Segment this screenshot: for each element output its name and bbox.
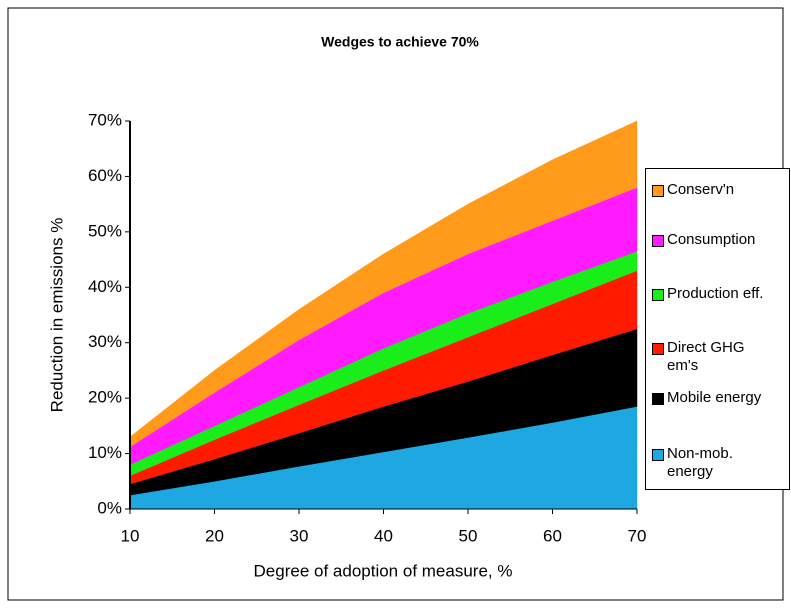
x-tick-label: 40 xyxy=(374,526,393,545)
y-axis-label: Reduction in emissions % xyxy=(47,218,66,413)
legend-item: Non-mob. energy xyxy=(652,445,791,481)
legend-item: Production eff. xyxy=(652,285,791,303)
legend-item: Consumption xyxy=(652,231,791,249)
y-tick-label: 50% xyxy=(88,221,122,240)
legend-label: Direct GHG em's xyxy=(667,339,745,374)
y-tick-label: 0% xyxy=(97,498,122,517)
legend-label: Consumption xyxy=(667,231,756,248)
legend-swatch xyxy=(652,185,664,197)
x-axis-label: Degree of adoption of measure, % xyxy=(254,561,513,580)
legend: Conserv'n Consumption Production eff. Direc… xyxy=(645,168,790,490)
legend-label: Production eff. xyxy=(667,285,764,302)
legend-label: Mobile energy xyxy=(667,389,762,406)
legend-label: Conserv'n xyxy=(667,181,735,198)
x-tick-label: 70 xyxy=(628,526,647,545)
y-tick-label: 40% xyxy=(88,277,122,296)
area xyxy=(129,120,638,448)
legend-swatch xyxy=(652,393,664,405)
y-tick-label: 30% xyxy=(88,332,122,351)
x-tick-label: 30 xyxy=(290,526,309,545)
x-tick-label: 20 xyxy=(205,526,224,545)
x-tick-label: 60 xyxy=(543,526,562,545)
y-tick-label: 20% xyxy=(88,388,122,407)
legend-item: Conserv'n xyxy=(652,181,791,199)
legend-swatch xyxy=(652,343,664,355)
y-tick-label: 70% xyxy=(88,110,122,129)
legend-label: Non-mob. energy xyxy=(667,445,733,480)
y-tick-label: 60% xyxy=(88,166,122,185)
x-tick-label: 10 xyxy=(121,526,140,545)
x-tick-label: 50 xyxy=(459,526,478,545)
chart-title: Wedges to achieve 70% xyxy=(321,34,479,50)
legend-swatch xyxy=(652,449,664,461)
legend-swatch xyxy=(652,289,664,301)
y-tick-label: 10% xyxy=(88,443,122,462)
legend-swatch xyxy=(652,235,664,247)
legend-item: Mobile energy xyxy=(652,389,791,407)
legend-item: Direct GHG em's xyxy=(652,339,791,375)
